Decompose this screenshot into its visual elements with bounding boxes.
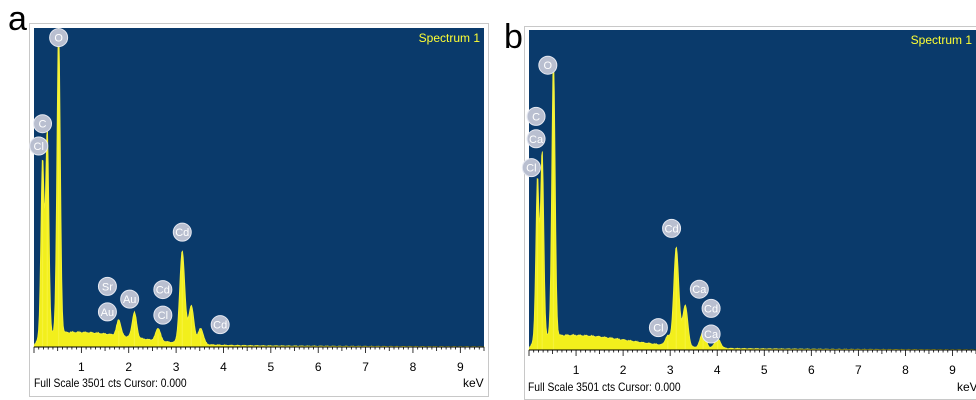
panel-letter-a: a (8, 0, 27, 38)
element-label-bubble-a-6 (120, 289, 140, 309)
element-label-bubble-a-7 (153, 280, 173, 300)
element-label-bubble-b-1 (526, 106, 546, 126)
element-label-bubble-b-8 (701, 324, 721, 344)
x-tick-label-a-1: 1 (78, 360, 85, 374)
element-label-text-b-6: Cd (704, 303, 718, 315)
element-label-b-8: Ca (701, 324, 721, 344)
element-label-text-a-4: Sr (102, 281, 113, 293)
element-label-text-a-3: Cd (175, 227, 189, 239)
element-label-b-2: Ca (526, 129, 546, 149)
element-label-bubble-b-4 (662, 218, 682, 238)
element-label-a-0: O (49, 28, 69, 48)
element-label-b-6: Cd (701, 298, 721, 318)
element-label-text-b-5: Ca (692, 284, 707, 296)
x-tick-label-b-8: 8 (902, 363, 909, 377)
element-label-text-a-5: Au (101, 307, 114, 319)
element-label-a-3: Cd (172, 222, 192, 242)
x-tick-label-b-6: 6 (808, 363, 815, 377)
element-label-bubble-b-2 (526, 129, 546, 149)
element-label-bubble-a-1 (33, 114, 53, 134)
element-label-text-b-8: Ca (704, 329, 719, 341)
element-label-bubble-a-3 (172, 222, 192, 242)
element-label-b-4: Cd (662, 218, 682, 238)
element-label-a-8: Cl (153, 305, 173, 325)
x-tick-label-b-3: 3 (667, 363, 674, 377)
element-label-text-a-1: C (39, 119, 47, 131)
element-label-b-7: Cl (648, 318, 668, 338)
element-label-text-a-0: O (54, 33, 63, 45)
x-tick-label-b-7: 7 (855, 363, 862, 377)
x-tick-label-a-3: 3 (173, 360, 180, 374)
x-tick-label-b-9: 9 (949, 363, 956, 377)
element-label-bubble-b-6 (701, 298, 721, 318)
x-tick-label-b-5: 5 (761, 363, 768, 377)
x-tick-label-a-4: 4 (220, 360, 227, 374)
element-label-a-6: Au (120, 289, 140, 309)
x-tick-label-a-5: 5 (267, 360, 274, 374)
element-label-a-2: Cl (29, 136, 49, 156)
element-label-bubble-a-2 (29, 136, 49, 156)
element-label-text-a-6: Au (123, 294, 136, 306)
element-label-bubble-b-3 (521, 158, 541, 178)
x-tick-label-b-2: 2 (620, 363, 627, 377)
element-label-a-5: Au (97, 302, 117, 322)
element-label-bubble-a-8 (153, 305, 173, 325)
element-label-b-1: C (526, 106, 546, 126)
element-label-text-a-7: Cd (156, 285, 170, 297)
element-label-text-b-3: Cl (526, 163, 536, 175)
spectrum-series-b (528, 58, 976, 351)
plot-area-b (529, 30, 976, 350)
element-label-text-b-1: C (532, 111, 540, 123)
x-tick-label-a-2: 2 (125, 360, 132, 374)
element-label-text-a-8: Cl (158, 310, 168, 322)
element-label-bubble-b-5 (689, 279, 709, 299)
x-tick-label-b-4: 4 (714, 363, 721, 377)
element-label-b-5: Ca (689, 279, 709, 299)
element-label-a-7: Cd (153, 280, 173, 300)
element-label-bubble-a-5 (97, 302, 117, 322)
spectrum-series-a (33, 27, 485, 348)
element-label-bubble-b-0 (538, 55, 558, 75)
element-label-text-a-2: Cl (34, 141, 44, 153)
element-label-bubble-a-4 (97, 276, 117, 296)
x-axis-unit-b: keV (957, 380, 976, 394)
element-label-a-4: Sr (97, 276, 117, 296)
x-tick-label-a-7: 7 (362, 360, 369, 374)
element-label-b-0: O (538, 55, 558, 75)
element-label-text-b-2: Ca (529, 134, 544, 146)
panel-letter-b: b (504, 18, 523, 56)
x-tick-label-a-9: 9 (457, 360, 464, 374)
element-label-bubble-b-7 (648, 318, 668, 338)
element-label-b-3: Cl (521, 158, 541, 178)
element-label-text-b-7: Cl (653, 323, 663, 335)
element-label-text-a-9: Cd (213, 320, 227, 332)
x-tick-label-b-1: 1 (573, 363, 580, 377)
x-tick-label-a-8: 8 (410, 360, 417, 374)
element-label-a-1: C (33, 114, 53, 134)
spectrum-label-a: Spectrum 1 (419, 31, 481, 45)
spectrum-label-b: Spectrum 1 (911, 33, 973, 47)
x-tick-label-a-6: 6 (315, 360, 322, 374)
element-label-a-9: Cd (210, 315, 230, 335)
element-label-bubble-a-9 (210, 315, 230, 335)
element-label-text-b-0: O (544, 60, 553, 72)
footer-a: Full Scale 3501 cts Cursor: 0.000 (34, 376, 187, 390)
element-label-text-b-4: Cd (665, 223, 679, 235)
x-axis-unit-a: keV (463, 376, 484, 390)
footer-b: Full Scale 3501 cts Cursor: 0.000 (528, 380, 681, 394)
element-label-bubble-a-0 (49, 28, 69, 48)
